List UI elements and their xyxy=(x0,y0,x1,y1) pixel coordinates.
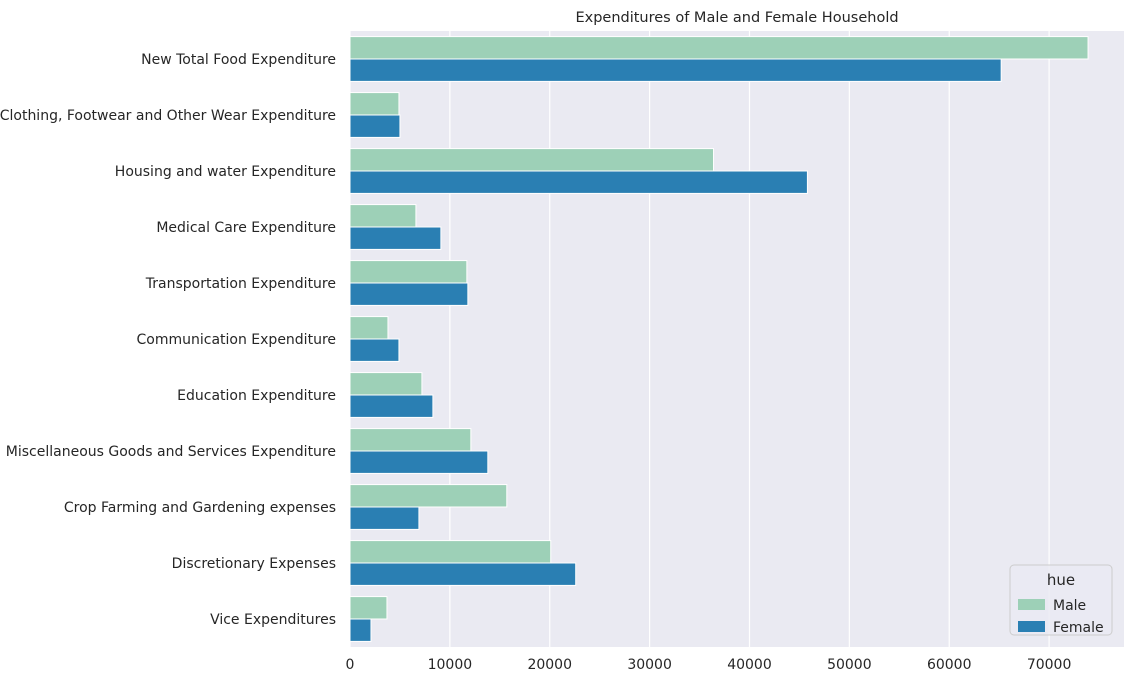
x-tick-label: 30000 xyxy=(627,657,672,673)
bar-female xyxy=(349,114,401,138)
bar-male xyxy=(349,596,388,620)
bar-male xyxy=(349,36,1089,60)
legend: hue Male Female xyxy=(1009,564,1113,636)
bar-female xyxy=(349,58,1002,82)
bars xyxy=(349,36,1089,642)
bar-female xyxy=(349,450,489,474)
category-label: Medical Care Expenditure xyxy=(156,220,336,236)
legend-label-female: Female xyxy=(1053,620,1104,636)
bar-male xyxy=(349,260,468,284)
bar-female xyxy=(349,226,442,250)
category-label: Education Expenditure xyxy=(177,388,336,404)
bar-male xyxy=(349,148,715,172)
bar-male xyxy=(349,92,400,116)
bar-female xyxy=(349,618,372,642)
bar-female xyxy=(349,506,420,530)
legend-swatch-female xyxy=(1018,621,1045,632)
legend-items: Male Female xyxy=(1018,598,1104,636)
bar-male xyxy=(349,372,423,396)
category-labels: New Total Food Expenditure Clothing, Foot… xyxy=(0,52,336,628)
chart-title: Expenditures of Male and Female Househol… xyxy=(575,10,898,26)
x-tick-label: 10000 xyxy=(428,657,473,673)
bar-female xyxy=(349,562,577,586)
legend-title: hue xyxy=(1047,571,1075,589)
legend-swatch-male xyxy=(1018,599,1045,610)
x-tick-label: 70000 xyxy=(1027,657,1072,673)
x-tick-label: 50000 xyxy=(827,657,872,673)
x-tick-label: 40000 xyxy=(727,657,772,673)
x-tick-label: 0 xyxy=(346,657,355,673)
category-label: Transportation Expenditure xyxy=(145,276,336,292)
bar-male xyxy=(349,484,508,508)
category-label: Miscellaneous Goods and Services Expendi… xyxy=(6,444,336,460)
bar-female xyxy=(349,282,469,306)
bar-male xyxy=(349,316,389,340)
category-label: Crop Farming and Gardening expenses xyxy=(64,500,336,516)
legend-label-male: Male xyxy=(1053,598,1086,614)
x-tick-label: 60000 xyxy=(927,657,972,673)
bar-male xyxy=(349,204,417,228)
bar-male xyxy=(349,540,552,564)
category-label: Communication Expenditure xyxy=(137,332,337,348)
category-label: Discretionary Expenses xyxy=(172,556,336,572)
bar-female xyxy=(349,170,808,194)
x-tick-label: 20000 xyxy=(527,657,572,673)
category-label: Vice Expenditures xyxy=(210,612,336,628)
bar-female xyxy=(349,338,400,362)
category-label: Clothing, Footwear and Other Wear Expend… xyxy=(0,108,336,124)
bar-female xyxy=(349,394,434,418)
bar-male xyxy=(349,428,472,452)
x-tick-labels: 0 10000 20000 30000 40000 50000 60000 70000 xyxy=(346,657,1072,673)
legend-box xyxy=(1009,564,1113,636)
category-label: Housing and water Expenditure xyxy=(115,164,336,180)
category-label: New Total Food Expenditure xyxy=(141,52,336,68)
